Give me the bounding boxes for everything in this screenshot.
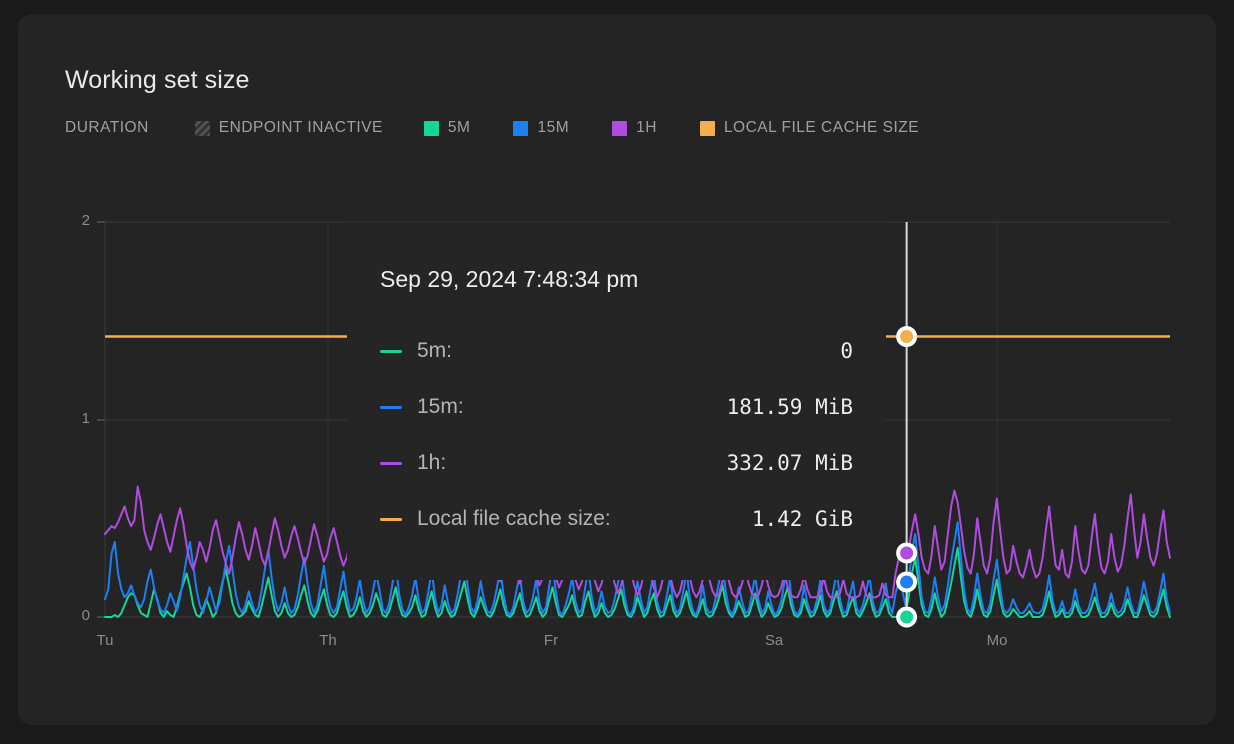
color-swatch-icon — [612, 120, 628, 136]
x-axis-tick-label: Sa — [764, 632, 784, 649]
legend-item-label: LOCAL FILE CACHE SIZE — [723, 119, 920, 136]
y-axis-tick-label: 2 — [81, 212, 90, 229]
series-color-dash-icon — [380, 461, 402, 465]
tooltip-row-value: 181.59 MiB — [726, 395, 853, 419]
legend-item-label: 1H — [636, 119, 657, 136]
tooltip-row: Local file cache size: 1.42 GiB — [380, 491, 853, 547]
legend-item-local-file-cache-size[interactable]: LOCAL FILE CACHE SIZE — [699, 117, 920, 139]
y-axis-tick-label: 0 — [81, 607, 90, 624]
tooltip-row-label: 5m: — [417, 339, 453, 362]
page-title: Working set size — [65, 66, 250, 94]
color-swatch-icon — [423, 120, 439, 136]
tooltip-row: 1h: 332.07 MiB — [380, 435, 853, 491]
tooltip-row-label: Local file cache size: — [417, 507, 611, 530]
x-axis-tick-label: Mo — [986, 632, 1008, 649]
legend-item-1h[interactable]: 1H — [612, 117, 657, 139]
legend-item-label: 5M — [447, 119, 471, 136]
x-axis-tick-label: Tu — [96, 632, 114, 649]
tooltip-row-value: 1.42 GiB — [751, 507, 853, 531]
color-swatch-icon — [513, 120, 529, 136]
tooltip-row-label: 15m: — [417, 395, 464, 418]
tooltip-row: 5m: 0 — [380, 323, 853, 379]
hatched-inactive-swatch-icon — [194, 120, 210, 136]
legend-item-endpoint-inactive[interactable]: ENDPOINT INACTIVE — [194, 117, 383, 139]
chart-tooltip: Sep 29, 2024 7:48:34 pm 5m: 0 15m: 181.59 M… — [347, 222, 886, 580]
legend-item-label: ENDPOINT INACTIVE — [218, 119, 383, 136]
x-axis-tick-label: Fr — [543, 632, 559, 649]
tooltip-row-value: 332.07 MiB — [726, 451, 853, 475]
legend-duration-label: DURATION — [65, 119, 149, 136]
x-axis-tick-label: Th — [319, 632, 337, 649]
series-color-dash-icon — [380, 517, 402, 521]
series-color-dash-icon — [380, 349, 402, 353]
tooltip-row: 15m: 181.59 MiB — [380, 379, 853, 435]
tooltip-timestamp: Sep 29, 2024 7:48:34 pm — [380, 266, 639, 292]
series-color-dash-icon — [380, 405, 402, 409]
y-axis-tick-label: 1 — [81, 410, 90, 427]
legend-item-5m[interactable]: 5M — [423, 117, 471, 139]
legend-item-label: 15M — [537, 119, 570, 136]
tooltip-row-label: 1h: — [417, 451, 447, 474]
chart-legend: DURATION ENDPOINT INACTIVE 5M 15M 1H LOC… — [65, 117, 919, 139]
tooltip-row-value: 0 — [840, 339, 853, 363]
color-swatch-icon — [699, 120, 715, 136]
tooltip-rows: 5m: 0 15m: 181.59 MiB 1h: 332.07 MiB Local fil… — [380, 323, 853, 547]
legend-item-15m[interactable]: 15M — [513, 117, 569, 139]
